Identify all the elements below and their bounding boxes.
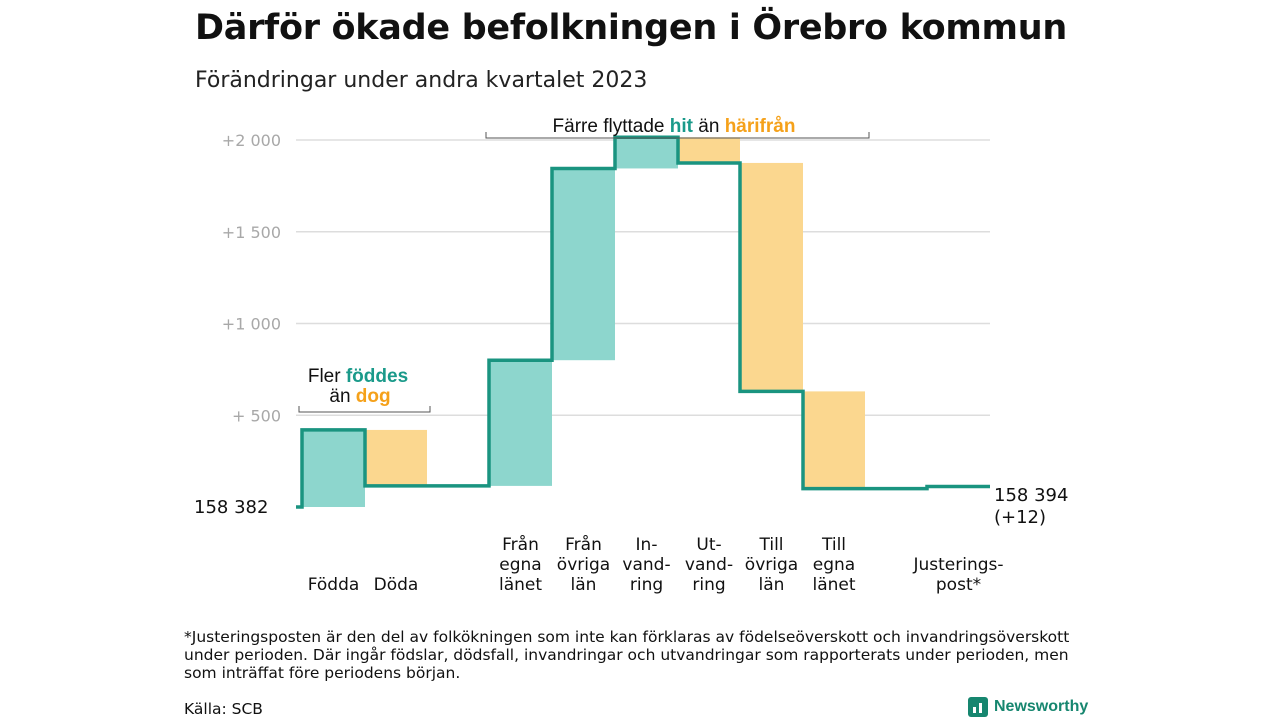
- category-label: Till: [821, 535, 846, 555]
- category-label: länet: [812, 575, 855, 595]
- y-tick-label: +1 000: [222, 315, 281, 334]
- category-label: Från: [565, 534, 602, 555]
- waterfall-bar: [615, 137, 678, 169]
- category-label: post*: [936, 575, 981, 595]
- births-annotation-line1: Fler föddes: [308, 366, 408, 387]
- category-label: övriga: [745, 555, 798, 575]
- end-change-label: (+12): [994, 507, 1046, 528]
- y-tick-label: + 500: [232, 406, 281, 425]
- chart-title: Därför ökade befolkningen i Örebro kommu…: [195, 8, 1067, 48]
- waterfall-bar: [365, 429, 427, 486]
- footnote: *Justeringsposten är den del av folkökni…: [184, 628, 1070, 682]
- chart-subtitle: Förändringar under andra kvartalet 2023: [195, 68, 648, 93]
- waterfall-bar: [740, 162, 803, 392]
- category-label: egna: [813, 555, 855, 575]
- newsworthy-icon: [968, 697, 988, 717]
- source-text: Källa: SCB: [184, 700, 263, 718]
- category-label: ring: [630, 575, 663, 595]
- category-label: vand-: [622, 555, 670, 575]
- waterfall-bar: [552, 168, 615, 361]
- waterfall-bar: [803, 391, 865, 489]
- births-annotation-line2: än dog: [329, 386, 390, 407]
- category-label: Justerings-: [912, 555, 1003, 575]
- waterfall-bar: [489, 360, 552, 486]
- category-label: Till: [758, 535, 783, 555]
- category-label: vand-: [685, 555, 733, 575]
- brand-logo: Newsworthy: [968, 697, 1088, 717]
- category-label: Födda: [308, 575, 360, 595]
- births-bracket: [298, 406, 431, 413]
- category-label: länet: [499, 575, 542, 595]
- y-tick-label: +2 000: [222, 131, 281, 150]
- category-label: Ut-: [696, 535, 721, 555]
- category-label: län: [571, 575, 597, 595]
- y-tick-label: +1 500: [222, 223, 281, 242]
- category-label: län: [759, 575, 785, 595]
- end-value-label: 158 394: [994, 485, 1068, 506]
- category-label: Döda: [374, 575, 419, 595]
- waterfall-bar: [678, 137, 740, 163]
- cumulative-line: [296, 135, 990, 509]
- start-value-label: 158 382: [194, 497, 268, 518]
- brand-name: Newsworthy: [994, 698, 1089, 715]
- category-label: egna: [499, 555, 541, 575]
- category-label: Från: [502, 534, 539, 555]
- category-label: ring: [692, 575, 725, 595]
- category-label: In-: [636, 535, 658, 555]
- migration-bracket: [485, 132, 870, 139]
- migration-annotation: Färre flyttade hit än härifrån: [553, 116, 796, 137]
- waterfall-bar: [302, 429, 365, 507]
- category-label: övriga: [557, 555, 610, 575]
